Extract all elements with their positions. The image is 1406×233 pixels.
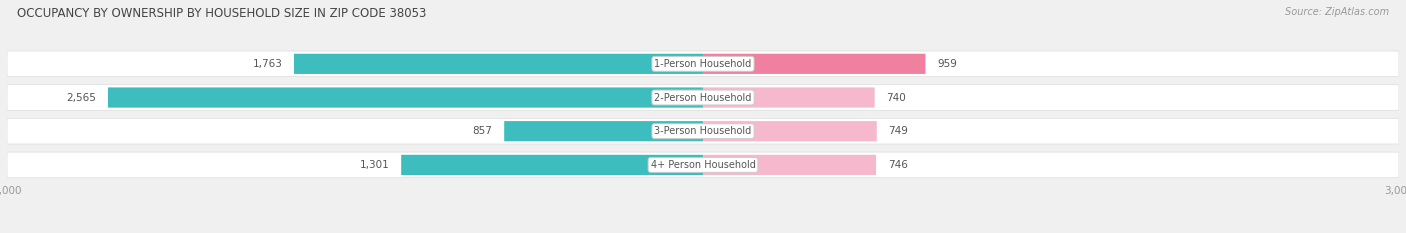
Text: 1,763: 1,763: [253, 59, 283, 69]
FancyBboxPatch shape: [703, 87, 875, 108]
FancyBboxPatch shape: [7, 118, 1399, 144]
Text: OCCUPANCY BY OWNERSHIP BY HOUSEHOLD SIZE IN ZIP CODE 38053: OCCUPANCY BY OWNERSHIP BY HOUSEHOLD SIZE…: [17, 7, 426, 20]
Text: 2-Person Household: 2-Person Household: [654, 93, 752, 103]
FancyBboxPatch shape: [505, 121, 703, 141]
Legend: Owner-occupied, Renter-occupied: Owner-occupied, Renter-occupied: [585, 230, 821, 233]
FancyBboxPatch shape: [401, 155, 703, 175]
FancyBboxPatch shape: [108, 87, 703, 108]
Text: 1,301: 1,301: [360, 160, 389, 170]
FancyBboxPatch shape: [7, 152, 1399, 178]
Text: 2,565: 2,565: [66, 93, 97, 103]
FancyBboxPatch shape: [703, 155, 876, 175]
FancyBboxPatch shape: [7, 51, 1399, 77]
Text: 740: 740: [886, 93, 905, 103]
Text: Source: ZipAtlas.com: Source: ZipAtlas.com: [1285, 7, 1389, 17]
FancyBboxPatch shape: [703, 54, 925, 74]
Text: 857: 857: [472, 126, 492, 136]
FancyBboxPatch shape: [7, 85, 1399, 110]
Text: 959: 959: [936, 59, 957, 69]
Text: 1-Person Household: 1-Person Household: [654, 59, 752, 69]
Text: 4+ Person Household: 4+ Person Household: [651, 160, 755, 170]
Text: 749: 749: [889, 126, 908, 136]
FancyBboxPatch shape: [294, 54, 703, 74]
FancyBboxPatch shape: [703, 121, 877, 141]
Text: 746: 746: [887, 160, 907, 170]
Text: 3-Person Household: 3-Person Household: [654, 126, 752, 136]
